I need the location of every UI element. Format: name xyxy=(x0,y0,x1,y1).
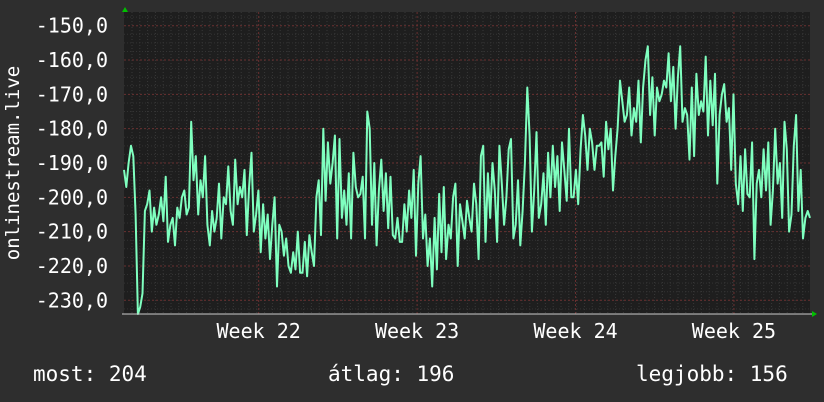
x-axis-arrow xyxy=(812,311,817,317)
y-tick-label: -160,0 xyxy=(36,48,108,72)
stat-average: átlag: 196 xyxy=(328,362,455,386)
y-tick-label: -200,0 xyxy=(36,185,108,209)
stat-current: most: 204 xyxy=(33,362,147,386)
y-tick-label: -210,0 xyxy=(36,220,108,244)
y-tick-label: -180,0 xyxy=(36,117,108,141)
stat-best: legjobb: 156 xyxy=(636,362,788,386)
x-tick-label: Week 25 xyxy=(692,319,776,343)
y-tick-label: -170,0 xyxy=(36,82,108,106)
y-axis-arrow xyxy=(122,7,128,12)
x-tick-label: Week 24 xyxy=(533,319,617,343)
x-tick-label: Week 22 xyxy=(217,319,301,343)
x-tick-label: Week 23 xyxy=(375,319,459,343)
y-tick-label: -150,0 xyxy=(36,14,108,38)
x-axis-ticks: Week 22 Week 23 Week 24 Week 25 xyxy=(217,319,777,343)
series-line xyxy=(123,45,811,315)
y-axis-ticks: -150,0 -160,0 -170,0 -180,0 -190,0 -200,0 -210… xyxy=(36,14,108,313)
y-axis-label: onlinestream.live xyxy=(2,66,24,260)
y-tick-label: -190,0 xyxy=(36,151,108,175)
y-tick-label: -230,0 xyxy=(36,288,108,312)
y-tick-label: -220,0 xyxy=(36,254,108,278)
